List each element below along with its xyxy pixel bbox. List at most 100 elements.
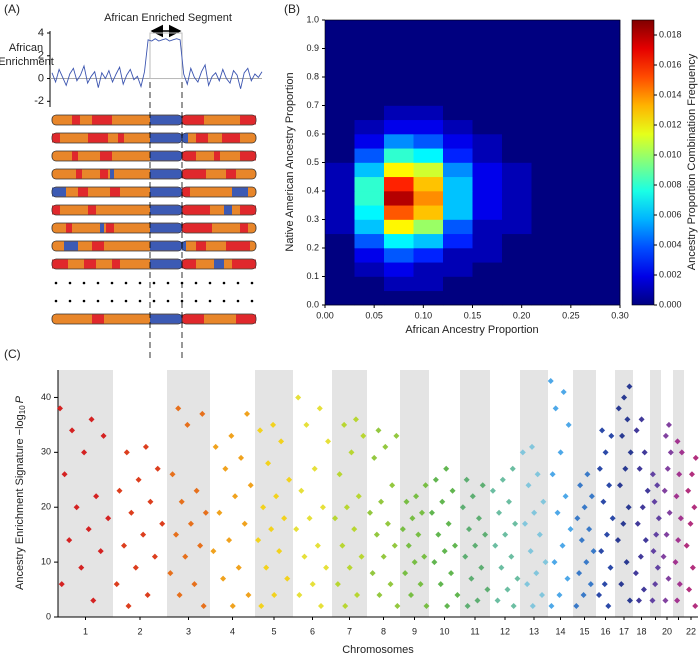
enriched-block: [150, 314, 182, 324]
heatmap-cell: [531, 91, 562, 106]
snp-point: [258, 603, 265, 610]
snp-point: [641, 449, 648, 456]
snp-point: [499, 476, 506, 483]
snp-point: [418, 509, 425, 516]
snp-point: [639, 504, 646, 511]
ellipsis-dot: [124, 281, 128, 285]
heatmap-cell: [354, 162, 385, 178]
snp-point: [142, 443, 149, 450]
snp-point: [663, 531, 670, 538]
x-tick-label: 10: [439, 626, 449, 636]
snp-point: [135, 476, 142, 483]
ancestry-block: [240, 223, 248, 233]
snp-point: [325, 438, 332, 445]
ancestry-block: [112, 259, 120, 269]
snp-point: [601, 581, 608, 588]
x-tick-label: 13: [529, 626, 539, 636]
snp-point: [508, 553, 515, 560]
heatmap-cell: [590, 176, 621, 192]
heatmap-cell: [502, 290, 532, 306]
heatmap-cell: [502, 233, 532, 249]
x-tick-label: 4: [230, 626, 235, 636]
heatmap-cell: [472, 290, 503, 306]
heatmap-cell: [531, 176, 562, 192]
heatmap-cell: [443, 91, 473, 106]
y-tick-label: 4: [38, 27, 44, 39]
snp-point: [173, 531, 180, 538]
ancestry-block: [110, 187, 120, 197]
heatmap-cell: [502, 77, 532, 92]
heatmap-cell: [531, 205, 562, 220]
colorbar-tick-label: 0.012: [659, 119, 682, 129]
snp-point: [528, 443, 535, 450]
snp-point: [608, 432, 615, 439]
heatmap-cell: [502, 262, 532, 277]
heatmap-cell: [325, 233, 355, 249]
heatmap-cell: [384, 91, 414, 106]
x-tick-label: 5: [271, 626, 276, 636]
snp-point: [311, 465, 318, 472]
ancestry-block: [182, 133, 188, 143]
ancestry-block: [182, 314, 204, 324]
heatmap-cell: [413, 248, 444, 263]
snp-point: [661, 487, 668, 494]
heatmap-cell: [590, 77, 621, 92]
snp-point: [451, 542, 458, 549]
ancestry-block: [228, 115, 236, 125]
y-tick-label: 30: [41, 447, 51, 457]
x-tick-label: 1: [83, 626, 88, 636]
snp-point: [588, 493, 595, 500]
snp-point: [642, 537, 649, 544]
snp-point: [596, 592, 603, 599]
heatmap-cell: [502, 134, 532, 149]
x-tick-label: 0.25: [562, 310, 580, 320]
heatmap-cell: [443, 20, 473, 35]
snp-point: [241, 520, 248, 527]
snp-point: [662, 432, 669, 439]
snp-point: [296, 592, 303, 599]
snp-point: [492, 542, 499, 549]
snp-point: [405, 542, 412, 549]
ancestry-block: [100, 169, 108, 179]
heatmap-cell: [590, 262, 621, 277]
ellipsis-dot: [138, 299, 142, 303]
snp-point: [444, 603, 451, 610]
snp-point: [191, 581, 198, 588]
ellipsis-dot: [222, 281, 226, 285]
heatmap-cell: [590, 248, 621, 263]
heatmap-cell: [384, 233, 414, 249]
ancestry-block: [182, 169, 206, 179]
x-tick-label: 7: [347, 626, 352, 636]
ancestry-block: [72, 151, 78, 161]
y-tick-label: 0.0: [306, 299, 319, 309]
snp-point: [620, 520, 627, 527]
snp-point: [176, 592, 183, 599]
ellipsis-dot: [166, 281, 170, 285]
snp-point: [512, 520, 519, 527]
heatmap-cell: [502, 276, 532, 292]
chromosome-shade: [650, 370, 661, 617]
snp-point: [685, 487, 692, 494]
y-axis-label: Ancestry Enrichment Signature −log10 P: [14, 395, 27, 590]
heatmap-cell: [325, 162, 355, 178]
x-tick-label: 16: [600, 626, 610, 636]
snp-point: [652, 581, 659, 588]
x-tick-label: 6: [310, 626, 315, 636]
heatmap-cell: [354, 219, 385, 235]
heatmap-cell: [413, 176, 444, 192]
ellipsis-dot: [68, 299, 72, 303]
heatmap-cell: [325, 262, 355, 277]
ancestry-block: [76, 169, 82, 179]
heatmap-cell: [354, 34, 385, 49]
snp-point: [665, 575, 672, 582]
snp-point: [346, 564, 353, 571]
snp-point: [421, 553, 428, 560]
ancestry-block: [88, 205, 96, 215]
heatmap-cell: [531, 20, 562, 35]
snp-point: [199, 410, 206, 417]
heatmap-cell: [413, 77, 444, 92]
ancestry-block: [110, 169, 114, 179]
snp-point: [469, 493, 476, 500]
colorbar-tick-label: 0.008: [659, 179, 682, 189]
snp-point: [437, 581, 444, 588]
